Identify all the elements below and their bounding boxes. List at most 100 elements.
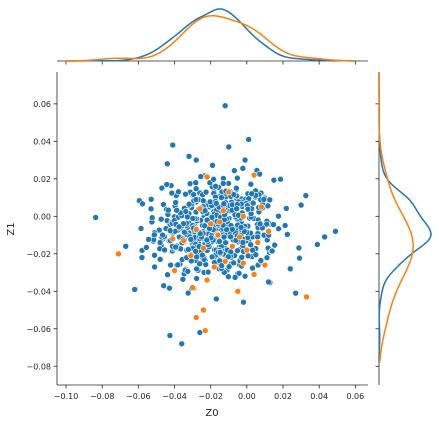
orange-point bbox=[239, 259, 247, 267]
blue-point bbox=[263, 220, 270, 228]
orange-point bbox=[216, 218, 224, 226]
blue-point bbox=[218, 194, 225, 201]
blue-point bbox=[158, 184, 166, 192]
blue-point bbox=[206, 198, 214, 206]
blue-point bbox=[234, 247, 241, 254]
blue-point bbox=[257, 257, 265, 264]
blue-point bbox=[139, 200, 146, 208]
blue-point bbox=[137, 225, 145, 232]
x-tick-label: 0.04 bbox=[310, 392, 328, 401]
blue-point bbox=[247, 180, 255, 188]
blue-point bbox=[192, 179, 200, 186]
orange-point bbox=[220, 207, 227, 214]
blue-point bbox=[160, 282, 167, 289]
right-kde-blue-curve bbox=[378, 72, 432, 363]
blue-point bbox=[148, 214, 156, 222]
blue-point bbox=[172, 199, 179, 206]
blue-point bbox=[182, 208, 190, 215]
orange-point bbox=[258, 203, 265, 211]
orange-point bbox=[203, 276, 211, 284]
blue-point bbox=[247, 241, 254, 248]
blue-point bbox=[192, 196, 200, 203]
blue-point bbox=[187, 236, 195, 243]
orange-point bbox=[203, 173, 211, 181]
blue-point bbox=[230, 259, 237, 267]
x-tick-label: −0.08 bbox=[90, 392, 115, 401]
blue-point bbox=[275, 225, 282, 233]
main-scatter-panel: −0.10 −0.08 −0.06 −0.04 −0.02 0.00 0.02 0.04 0.0… bbox=[6, 72, 368, 419]
orange-point bbox=[250, 271, 258, 278]
blue-point bbox=[186, 180, 194, 187]
blue-point bbox=[241, 272, 249, 280]
blue-point bbox=[225, 143, 233, 151]
blue-point bbox=[297, 201, 305, 209]
x-axis-label: Z0 bbox=[205, 408, 218, 419]
y-tick-label: 0.06 bbox=[33, 100, 51, 109]
blue-point bbox=[174, 261, 182, 269]
blue-point bbox=[233, 205, 240, 212]
orange-point bbox=[200, 244, 207, 252]
blue-point bbox=[202, 188, 210, 196]
top-marginal-panel bbox=[57, 8, 368, 65]
blue-point bbox=[208, 213, 216, 221]
blue-point bbox=[143, 244, 150, 251]
orange-point bbox=[250, 171, 258, 179]
blue-point bbox=[295, 244, 303, 252]
blue-point bbox=[208, 253, 216, 261]
blue-point bbox=[275, 212, 282, 220]
blue-point bbox=[271, 241, 279, 249]
y-tick-label: −0.02 bbox=[26, 250, 51, 259]
orange-point bbox=[225, 188, 233, 196]
blue-point bbox=[245, 136, 252, 143]
orange-point bbox=[180, 237, 187, 244]
blue-point bbox=[254, 233, 261, 241]
orange-point bbox=[196, 205, 204, 213]
blue-point bbox=[238, 253, 246, 261]
blue-point bbox=[222, 239, 229, 246]
blue-point bbox=[216, 238, 223, 245]
blue-point bbox=[282, 205, 290, 212]
x-tick-label: 0.02 bbox=[274, 392, 292, 401]
blue-point bbox=[199, 251, 206, 259]
orange-point bbox=[243, 246, 251, 254]
blue-point bbox=[192, 185, 200, 193]
blue-point bbox=[292, 289, 299, 297]
blue-point bbox=[166, 284, 173, 292]
blue-point bbox=[151, 251, 158, 259]
blue-point bbox=[193, 265, 200, 273]
blue-point bbox=[249, 199, 257, 207]
blue-point bbox=[185, 200, 193, 208]
blue-point bbox=[239, 165, 247, 172]
blue-point bbox=[138, 254, 146, 261]
orange-point bbox=[236, 233, 243, 241]
blue-point bbox=[266, 196, 274, 204]
blue-point bbox=[179, 275, 187, 283]
x-tick-label: −0.06 bbox=[126, 392, 151, 401]
top-kde-orange-curve bbox=[66, 14, 356, 62]
y-tick-label: 0.00 bbox=[33, 212, 51, 221]
x-tick-label: 0.06 bbox=[346, 392, 364, 401]
orange-point bbox=[115, 250, 122, 258]
blue-point bbox=[228, 225, 236, 233]
orange-point bbox=[171, 267, 178, 274]
y-tick-label: 0.04 bbox=[33, 137, 51, 146]
blue-point bbox=[248, 190, 256, 198]
blue-point bbox=[196, 260, 203, 268]
blue-point bbox=[159, 231, 166, 239]
blue-point bbox=[145, 236, 152, 243]
blue-point bbox=[249, 264, 256, 272]
blue-point bbox=[147, 205, 155, 213]
blue-point bbox=[178, 340, 186, 348]
blue-point bbox=[281, 222, 289, 229]
orange-point bbox=[201, 327, 209, 334]
y-tick-label: −0.06 bbox=[26, 325, 51, 334]
blue-point bbox=[233, 184, 240, 192]
orange-point bbox=[229, 243, 236, 250]
blue-point bbox=[212, 200, 220, 207]
orange-point bbox=[192, 314, 200, 321]
blue-point bbox=[161, 246, 168, 254]
blue-point bbox=[151, 231, 158, 239]
blue-point bbox=[234, 174, 241, 182]
blue-point bbox=[270, 221, 277, 228]
blue-point bbox=[225, 273, 232, 281]
